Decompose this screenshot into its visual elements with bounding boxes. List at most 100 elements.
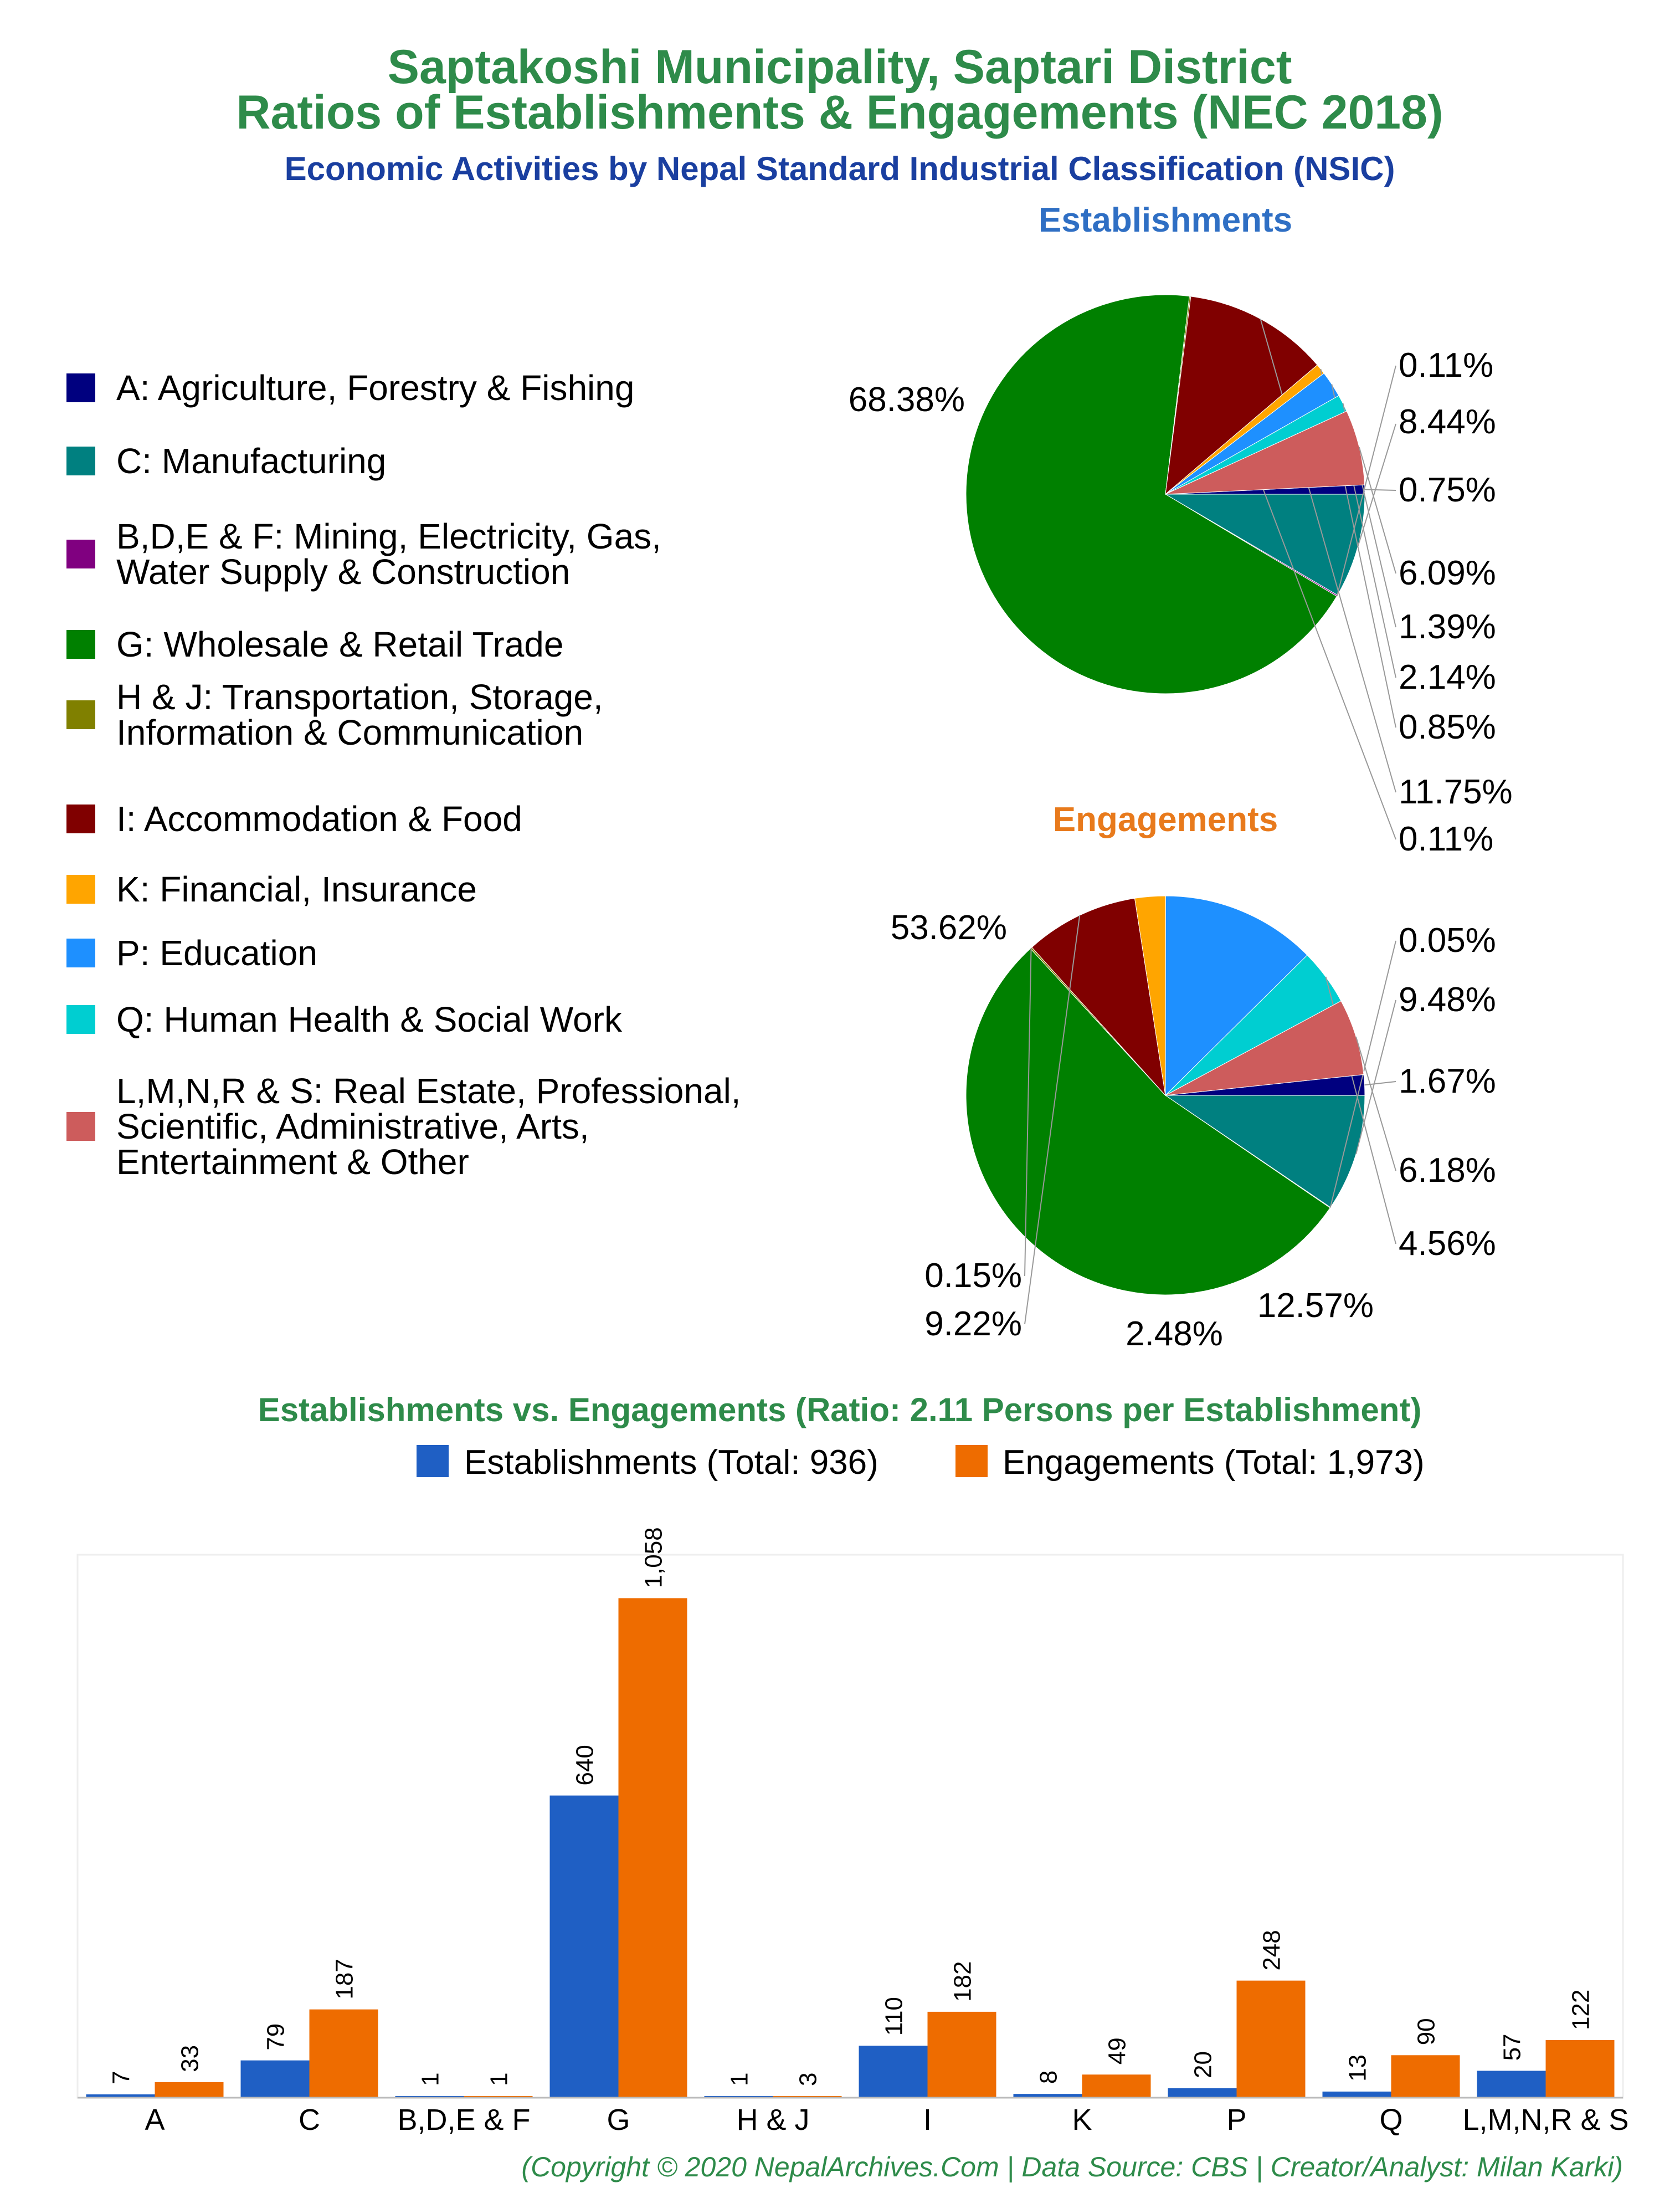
legend-label-lmnrs-line1: L,M,N,R & S: Real Estate, Professional, xyxy=(116,1071,741,1111)
bar-value-c-engagements: 187 xyxy=(331,1959,358,1999)
bar-value-l-m-n-r-s-establishments: 57 xyxy=(1499,2033,1526,2061)
legend-label-hj-line1: H & J: Transportation, Storage, xyxy=(116,677,603,717)
legend-swatch-i xyxy=(66,805,95,833)
bar-category-k: K xyxy=(1072,2103,1092,2136)
bar-legend-swatch-establishments xyxy=(417,1445,449,1477)
legend-swatch-p xyxy=(66,939,95,967)
pie-leader-c-engagements xyxy=(1355,1000,1396,1154)
bar-value-q-engagements: 90 xyxy=(1413,2018,1440,2045)
pie-establishments: 0.75% 8.44% 0.11% 68.38% 0.11% 11.75% 0.85% 2.1… xyxy=(849,294,1513,858)
bar-legend-swatch-engagements xyxy=(955,1445,988,1477)
legend: A: Agriculture, Forestry & Fishing C: Man… xyxy=(66,368,741,1182)
pie-label-q-engagements: 4.56% xyxy=(1399,1224,1496,1263)
legend-label-c: C: Manufacturing xyxy=(116,441,386,481)
title-line2: Ratios of Establishments & Engagements (… xyxy=(236,86,1443,139)
bar-legend-engagements: Engagements (Total: 1,973) xyxy=(1003,1443,1425,1482)
bar-value-g-engagements: 1,058 xyxy=(640,1527,667,1588)
legend-label-p: P: Education xyxy=(116,933,317,973)
bar-value-l-m-n-r-s-engagements: 122 xyxy=(1568,1990,1595,2030)
bar-category-h-j: H & J xyxy=(736,2103,809,2136)
bar-category-c: C xyxy=(299,2103,320,2136)
legend-swatch-hj xyxy=(66,700,95,729)
legend-label-bdef-line2: Water Supply & Construction xyxy=(116,552,570,592)
bar-value-a-establishments: 7 xyxy=(108,2071,135,2084)
pie-label-a-engagements: 1.67% xyxy=(1399,1062,1496,1100)
bar-value-b-d-e-f-establishments: 1 xyxy=(417,2073,444,2086)
pie-leader-l-m-n-r-s-establishments xyxy=(1358,447,1396,574)
footer-credit: (Copyright © 2020 NepalArchives.Com | Da… xyxy=(521,2151,1623,2183)
bar-value-b-d-e-f-engagements: 1 xyxy=(486,2073,513,2086)
pie-label-b-d-e-f-establishments: 0.11% xyxy=(1399,346,1493,385)
pie-title-establishments: Establishments xyxy=(1039,201,1292,239)
bar-value-h-j-engagements: 3 xyxy=(795,2073,822,2086)
pie-label-c-establishments: 8.44% xyxy=(1399,403,1496,441)
bar-value-c-establishments: 79 xyxy=(263,2023,290,2051)
pie-label-c-engagements: 9.48% xyxy=(1399,981,1496,1019)
pie-label-g-establishments: 68.38% xyxy=(849,381,965,419)
bar-k-establishments xyxy=(1013,2094,1082,2098)
bar-value-k-establishments: 8 xyxy=(1035,2071,1062,2084)
pie-leader-b-d-e-f-establishments xyxy=(1336,365,1396,596)
pie-label-p-establishments: 2.14% xyxy=(1399,658,1496,696)
pie-leader-l-m-n-r-s-engagements xyxy=(1355,1036,1396,1171)
pie-label-h-j-engagements: 0.15% xyxy=(924,1257,1022,1295)
legend-label-lmnrs-line2: Scientific, Administrative, Arts, xyxy=(116,1106,589,1146)
bar-category-a: A xyxy=(145,2103,165,2136)
legend-swatch-bdef xyxy=(66,540,95,568)
bar-l-m-n-r-s-engagements xyxy=(1545,2040,1615,2098)
pie-label-k-establishments: 0.85% xyxy=(1399,708,1496,746)
bar-i-engagements xyxy=(927,2011,996,2098)
pie-title-engagements: Engagements xyxy=(1053,801,1278,839)
pie-label-i-establishments: 11.75% xyxy=(1399,773,1513,811)
bar-k-engagements xyxy=(1082,2074,1151,2098)
legend-label-k: K: Financial, Insurance xyxy=(116,869,477,909)
legend-swatch-c xyxy=(66,447,95,475)
legend-label-bdef-line1: B,D,E & F: Mining, Electricity, Gas, xyxy=(116,516,661,556)
bar-value-i-establishments: 110 xyxy=(881,1997,908,2036)
bar-value-k-engagements: 49 xyxy=(1104,2037,1131,2064)
legend-swatch-lmnrs xyxy=(66,1112,95,1141)
pie-engagements: 1.67% 9.48% 0.05% 53.62% 0.15% 9.22% 2.48% 12.5… xyxy=(891,895,1496,1353)
legend-label-i: I: Accommodation & Food xyxy=(116,799,522,839)
pie-slice-g-establishments xyxy=(965,294,1337,694)
bar-category-l-m-n-r-s: L,M,N,R & S xyxy=(1462,2103,1628,2136)
bar-value-i-engagements: 182 xyxy=(949,1961,977,2001)
bar-c-establishments xyxy=(240,2060,310,2098)
bar-p-establishments xyxy=(1168,2088,1237,2098)
pie-slice-l-m-n-r-s-establishments xyxy=(1165,411,1365,495)
legend-label-q: Q: Human Health & Social Work xyxy=(116,1000,623,1039)
pie-leader-c-establishments xyxy=(1357,423,1396,547)
legend-swatch-k xyxy=(66,875,95,904)
pie-label-l-m-n-r-s-establishments: 6.09% xyxy=(1399,554,1496,592)
pie-leader-h-j-engagements xyxy=(1024,947,1032,1277)
bar-category-q: Q xyxy=(1379,2103,1402,2136)
pie-label-i-engagements: 9.22% xyxy=(924,1305,1022,1343)
pie-label-l-m-n-r-s-engagements: 6.18% xyxy=(1399,1151,1496,1190)
bar-value-a-engagements: 33 xyxy=(177,2045,204,2072)
pie-slice-p-engagements xyxy=(1165,895,1308,1096)
bar-q-establishments xyxy=(1322,2091,1391,2098)
bar-category-i: I xyxy=(923,2103,932,2136)
bar-value-h-j-establishments: 1 xyxy=(726,2073,753,2086)
legend-label-hj-line2: Information & Communication xyxy=(116,713,583,752)
bar-category-p: P xyxy=(1226,2103,1246,2136)
legend-swatch-q xyxy=(66,1005,95,1034)
pie-label-g-engagements: 53.62% xyxy=(891,909,1007,947)
bar-p-engagements xyxy=(1236,1980,1306,2098)
bar-chart-title: Establishments vs. Engagements (Ratio: 2… xyxy=(258,1391,1422,1428)
bar-a-engagements xyxy=(155,2082,224,2098)
bar-g-engagements xyxy=(618,1598,687,2098)
pie-label-h-j-establishments: 0.11% xyxy=(1399,820,1493,858)
pie-label-k-engagements: 2.48% xyxy=(1126,1315,1223,1353)
subtitle: Economic Activities by Nepal Standard In… xyxy=(285,150,1395,187)
bar-a-establishments xyxy=(86,2094,155,2098)
pie-slice-l-m-n-r-s-engagements xyxy=(1165,1000,1364,1096)
bar-legend-establishments: Establishments (Total: 936) xyxy=(464,1443,878,1482)
bar-value-g-establishments: 640 xyxy=(572,1745,599,1785)
bar-c-engagements xyxy=(309,2009,378,2098)
title-line1: Saptakoshi Municipality, Saptari Distric… xyxy=(388,40,1292,94)
legend-label-a: A: Agriculture, Forestry & Fishing xyxy=(116,368,634,408)
pie-label-q-establishments: 1.39% xyxy=(1399,608,1496,646)
